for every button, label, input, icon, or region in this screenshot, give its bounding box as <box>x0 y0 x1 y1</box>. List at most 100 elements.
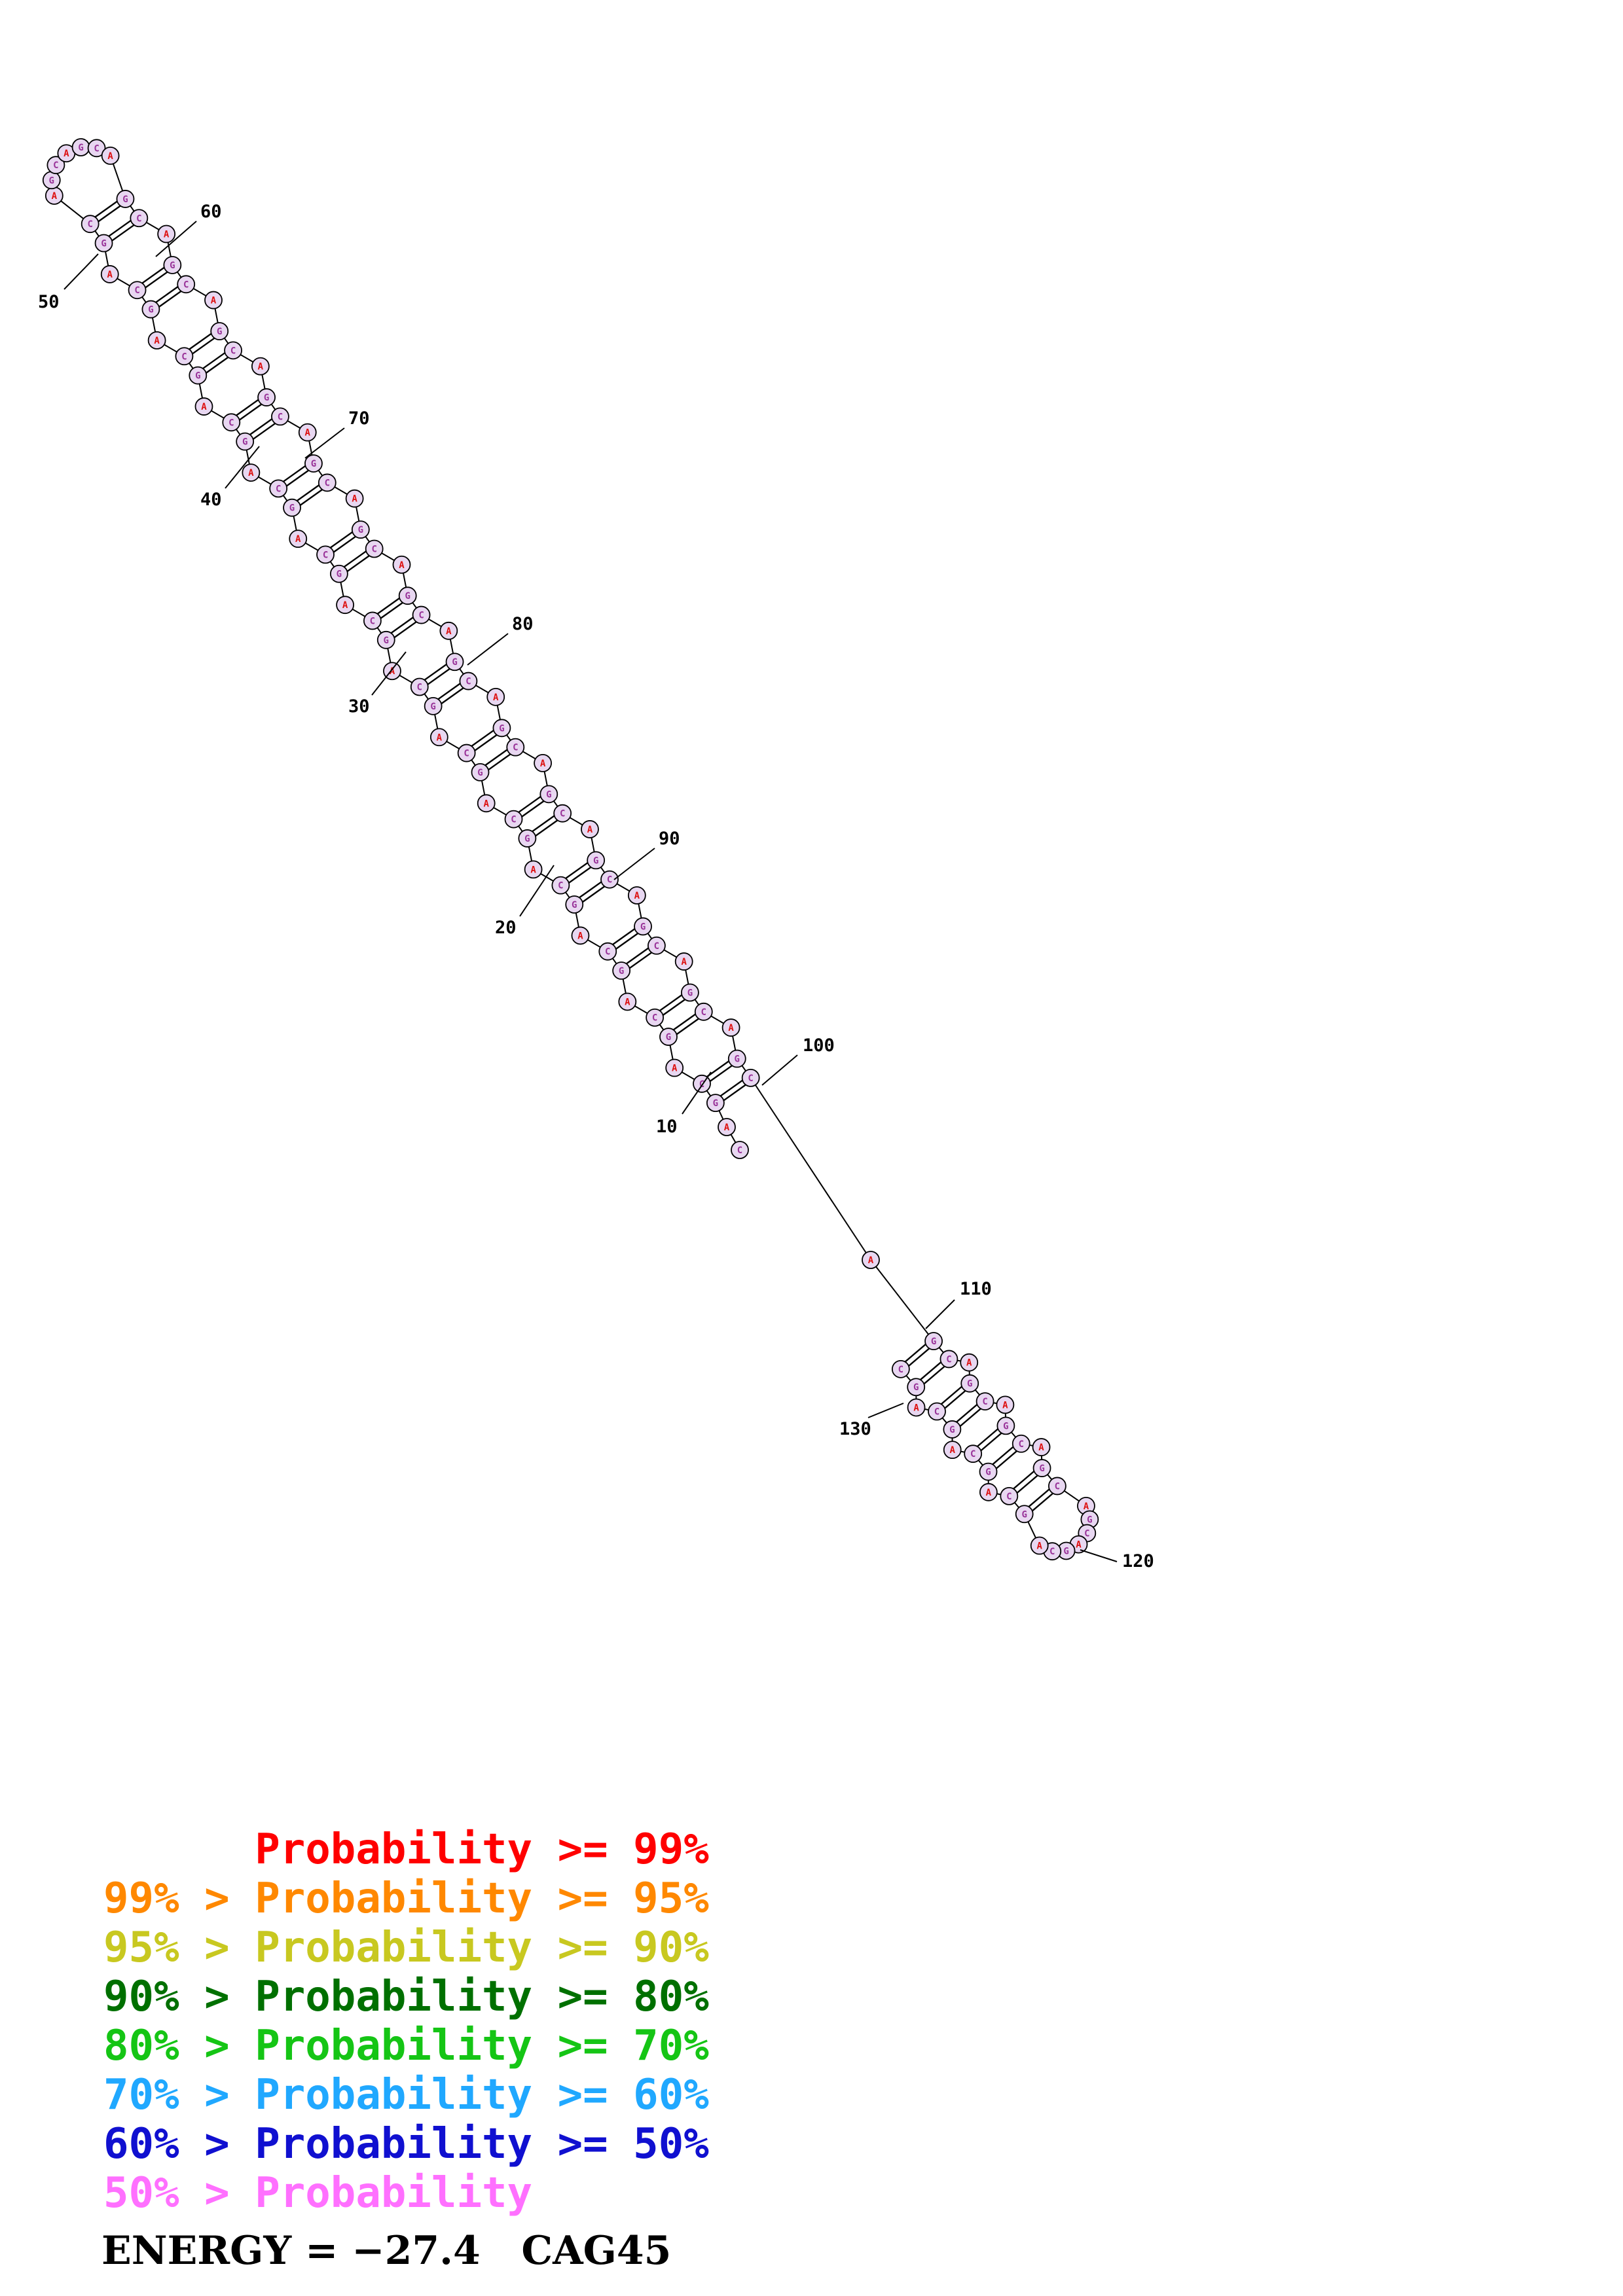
nucleotide-circle <box>504 810 523 829</box>
position-label: 10 <box>656 1071 712 1137</box>
nucleotide: A <box>147 331 166 350</box>
nucleotide-circle <box>445 653 464 672</box>
nucleotide-circle <box>598 942 617 961</box>
position-tick-line <box>225 446 260 489</box>
position-tick-line <box>925 1299 955 1329</box>
nucleotide-letter: A <box>724 1122 730 1133</box>
nucleotide-letter: G <box>477 768 483 778</box>
nucleotide: A <box>960 1353 979 1372</box>
position-number: 40 <box>200 490 222 510</box>
nucleotide: A <box>345 489 364 508</box>
nucleotide-letter: A <box>493 692 499 703</box>
position-label: 50 <box>38 253 99 312</box>
nucleotide-letter: C <box>87 219 92 230</box>
position-tick-line <box>64 253 99 290</box>
nucleotide: C <box>177 275 196 294</box>
nucleotide: G <box>996 1416 1015 1435</box>
nucleotide: G <box>116 190 135 208</box>
nucleotide: G <box>304 454 323 473</box>
position-tick-line <box>304 427 345 459</box>
nucleotide: G <box>943 1420 962 1439</box>
nucleotide-letter: A <box>530 865 536 875</box>
nucleotide: G <box>979 1462 998 1481</box>
nucleotide-circle <box>581 820 599 838</box>
nucleotide: A <box>979 1482 998 1501</box>
nucleotide-circle <box>177 275 196 294</box>
position-label: 20 <box>495 865 555 938</box>
nucleotide: C <box>316 545 335 564</box>
nucleotide-letter: C <box>418 611 424 621</box>
nucleotide: G <box>42 171 61 190</box>
nucleotide-circle <box>100 265 119 283</box>
nucleotide-letter: A <box>258 362 264 372</box>
nucleotide: A <box>477 794 496 813</box>
nucleotide: A <box>204 291 223 310</box>
nucleotide-letter: A <box>1002 1400 1008 1410</box>
nucleotide-letter: A <box>577 931 583 941</box>
nucleotide-circle <box>329 564 348 583</box>
nucleotide-circle <box>891 1359 910 1378</box>
nucleotide: A <box>251 357 270 376</box>
nucleotide-circle <box>706 1094 725 1113</box>
nucleotide-letter: A <box>634 891 640 901</box>
nucleotide-letter: G <box>405 591 410 601</box>
nucleotide-letter: G <box>148 305 153 315</box>
nucleotide: C <box>1048 1477 1067 1496</box>
nucleotide: A <box>996 1395 1015 1414</box>
nucleotide-letter: A <box>587 825 593 835</box>
nucleotide-letter: G <box>546 789 551 800</box>
nucleotide-letter: A <box>672 1064 678 1074</box>
nucleotide: G <box>141 300 160 319</box>
nucleotide: C <box>459 672 478 691</box>
nucleotide: C <box>964 1444 983 1463</box>
position-label: 40 <box>200 446 260 510</box>
nucleotide: C <box>741 1068 760 1087</box>
nucleotide-circle <box>612 961 631 980</box>
nucleotide-circle <box>157 224 176 243</box>
nucleotide-letter: C <box>607 875 612 886</box>
nucleotide-letter: C <box>511 815 516 825</box>
nucleotide-circle <box>665 1058 684 1077</box>
nucleotide-circle <box>1015 1505 1034 1524</box>
position-tick-line <box>371 651 407 696</box>
nucleotide-circle <box>94 234 113 253</box>
nucleotide: C <box>175 347 194 366</box>
nucleotide: C <box>87 139 106 158</box>
nucleotide-letter: A <box>1076 1540 1082 1551</box>
nucleotide: C <box>128 281 147 300</box>
nucleotide: G <box>518 829 537 848</box>
position-number: 90 <box>659 829 680 849</box>
nucleotides: CAGCAGCAGCAGCAGCAGCAGCAGCAGCAGCAGCAGCAGC… <box>42 138 1099 1561</box>
nucleotide: C <box>504 810 523 829</box>
nucleotide-circle <box>204 291 223 310</box>
nucleotide-circle <box>928 1402 946 1421</box>
nucleotide: C <box>646 1008 665 1027</box>
nucleotide: G <box>94 234 113 253</box>
nucleotide-letter: A <box>107 151 113 162</box>
nucleotide: C <box>457 744 476 762</box>
nucleotide: G <box>659 1028 678 1046</box>
nucleotide-circle <box>1012 1434 1030 1453</box>
nucleotide-letter: C <box>371 544 376 554</box>
nucleotide: A <box>289 529 308 548</box>
nucleotide-letter: C <box>53 160 58 171</box>
nucleotide-letter: C <box>465 677 471 687</box>
nucleotide-letter: G <box>122 194 128 205</box>
position-label: 60 <box>155 202 222 257</box>
nucleotide-circle <box>943 1420 962 1439</box>
nucleotide-letter: G <box>101 239 106 249</box>
nucleotide-letter: G <box>949 1425 955 1435</box>
nucleotide: C <box>553 804 572 823</box>
nucleotide: G <box>634 917 652 936</box>
nucleotide-circle <box>429 728 448 747</box>
nucleotide-letter: C <box>748 1073 753 1084</box>
nucleotide: A <box>534 753 552 772</box>
nucleotide: G <box>1015 1505 1034 1524</box>
nucleotide-letter: C <box>1006 1492 1012 1502</box>
nucleotide-circle <box>87 139 106 158</box>
nucleotide: A <box>429 728 448 747</box>
nucleotide: A <box>194 397 213 416</box>
nucleotide-letter: G <box>524 834 530 844</box>
nucleotide-letter: C <box>94 143 99 154</box>
nucleotide: A <box>392 555 411 574</box>
